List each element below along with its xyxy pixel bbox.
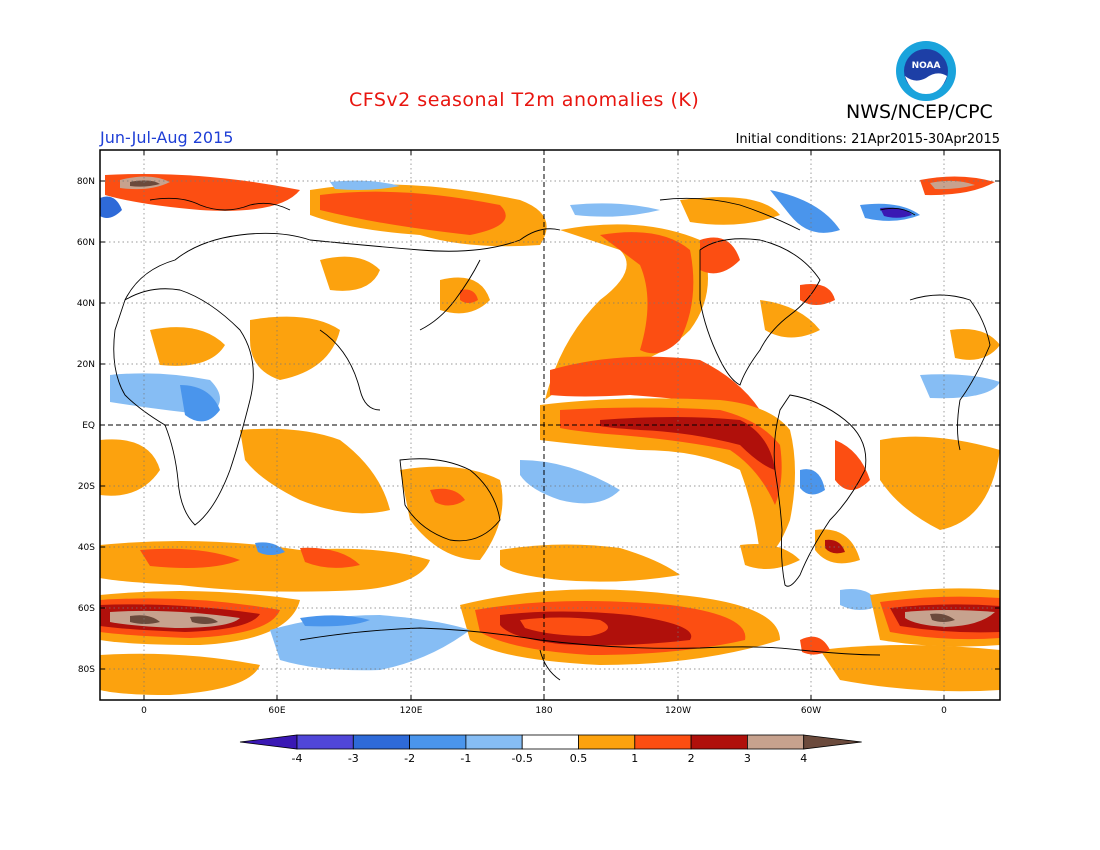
lat-label: 20S — [78, 482, 95, 492]
lon-label: 60W — [801, 706, 821, 716]
noaa-logo-icon: NOAA — [896, 41, 956, 101]
axis-ticks — [100, 150, 1000, 700]
svg-text:NOAA: NOAA — [912, 61, 941, 71]
colorbar-swatch — [465, 734, 523, 750]
colorbar-swatch — [747, 734, 805, 750]
colorbar-label: -1 — [460, 752, 471, 765]
lat-label: 60S — [78, 604, 95, 614]
lat-label: 80S — [78, 665, 95, 675]
coastlines — [113, 197, 991, 681]
colorbar-label: 1 — [631, 752, 638, 765]
colorbar-swatch — [352, 734, 410, 750]
initial-conditions: Initial conditions: 21Apr2015-30Apr2015 — [735, 132, 1000, 147]
colorbar-swatch — [296, 734, 354, 750]
colorbar-label: -2 — [404, 752, 415, 765]
colorbar-swatch — [409, 734, 467, 750]
colorbar-swatch — [690, 734, 748, 750]
colorbar-label: 4 — [800, 752, 807, 765]
lon-label: 0 — [941, 706, 947, 716]
colorbar-swatch — [634, 734, 692, 750]
lat-label: EQ — [82, 421, 95, 431]
colorbar-label: 0.5 — [570, 752, 588, 765]
colorbar-min-arrow — [239, 734, 298, 750]
colorbar-label: 3 — [744, 752, 751, 765]
colorbar-max-arrow — [803, 734, 862, 750]
colorbar-label: -4 — [292, 752, 303, 765]
latitude-labels: 80N 60N 40N 20N EQ 20S 40S 60S 80S — [77, 177, 95, 675]
agency-label: NWS/NCEP/CPC — [846, 101, 993, 123]
lat-label: 40N — [77, 299, 95, 309]
lat-label: 60N — [77, 238, 95, 248]
colorbar-label: -3 — [348, 752, 359, 765]
longitude-labels: 0 60E 120E 180 120W 60W 0 — [141, 706, 947, 716]
lat-label: 80N — [77, 177, 95, 187]
forecast-period: Jun-Jul-Aug 2015 — [100, 128, 234, 147]
map-title: CFSv2 seasonal T2m anomalies (K) — [349, 89, 700, 111]
lon-label: 120W — [665, 706, 691, 716]
colorbar-label: 2 — [688, 752, 695, 765]
lon-label: 180 — [535, 706, 552, 716]
colorbar-label: -0.5 — [511, 752, 532, 765]
color-legend: -4 -3 -2 -1 -0.5 0.5 1 2 3 4 — [239, 734, 862, 765]
lon-label: 0 — [141, 706, 147, 716]
lat-label: 20N — [77, 360, 95, 370]
lon-label: 60E — [268, 706, 285, 716]
lon-label: 120E — [400, 706, 423, 716]
lat-label: 40S — [78, 543, 95, 553]
reference-lines — [100, 150, 1000, 700]
colorbar-swatch — [521, 734, 579, 750]
colorbar-swatch — [578, 734, 636, 750]
